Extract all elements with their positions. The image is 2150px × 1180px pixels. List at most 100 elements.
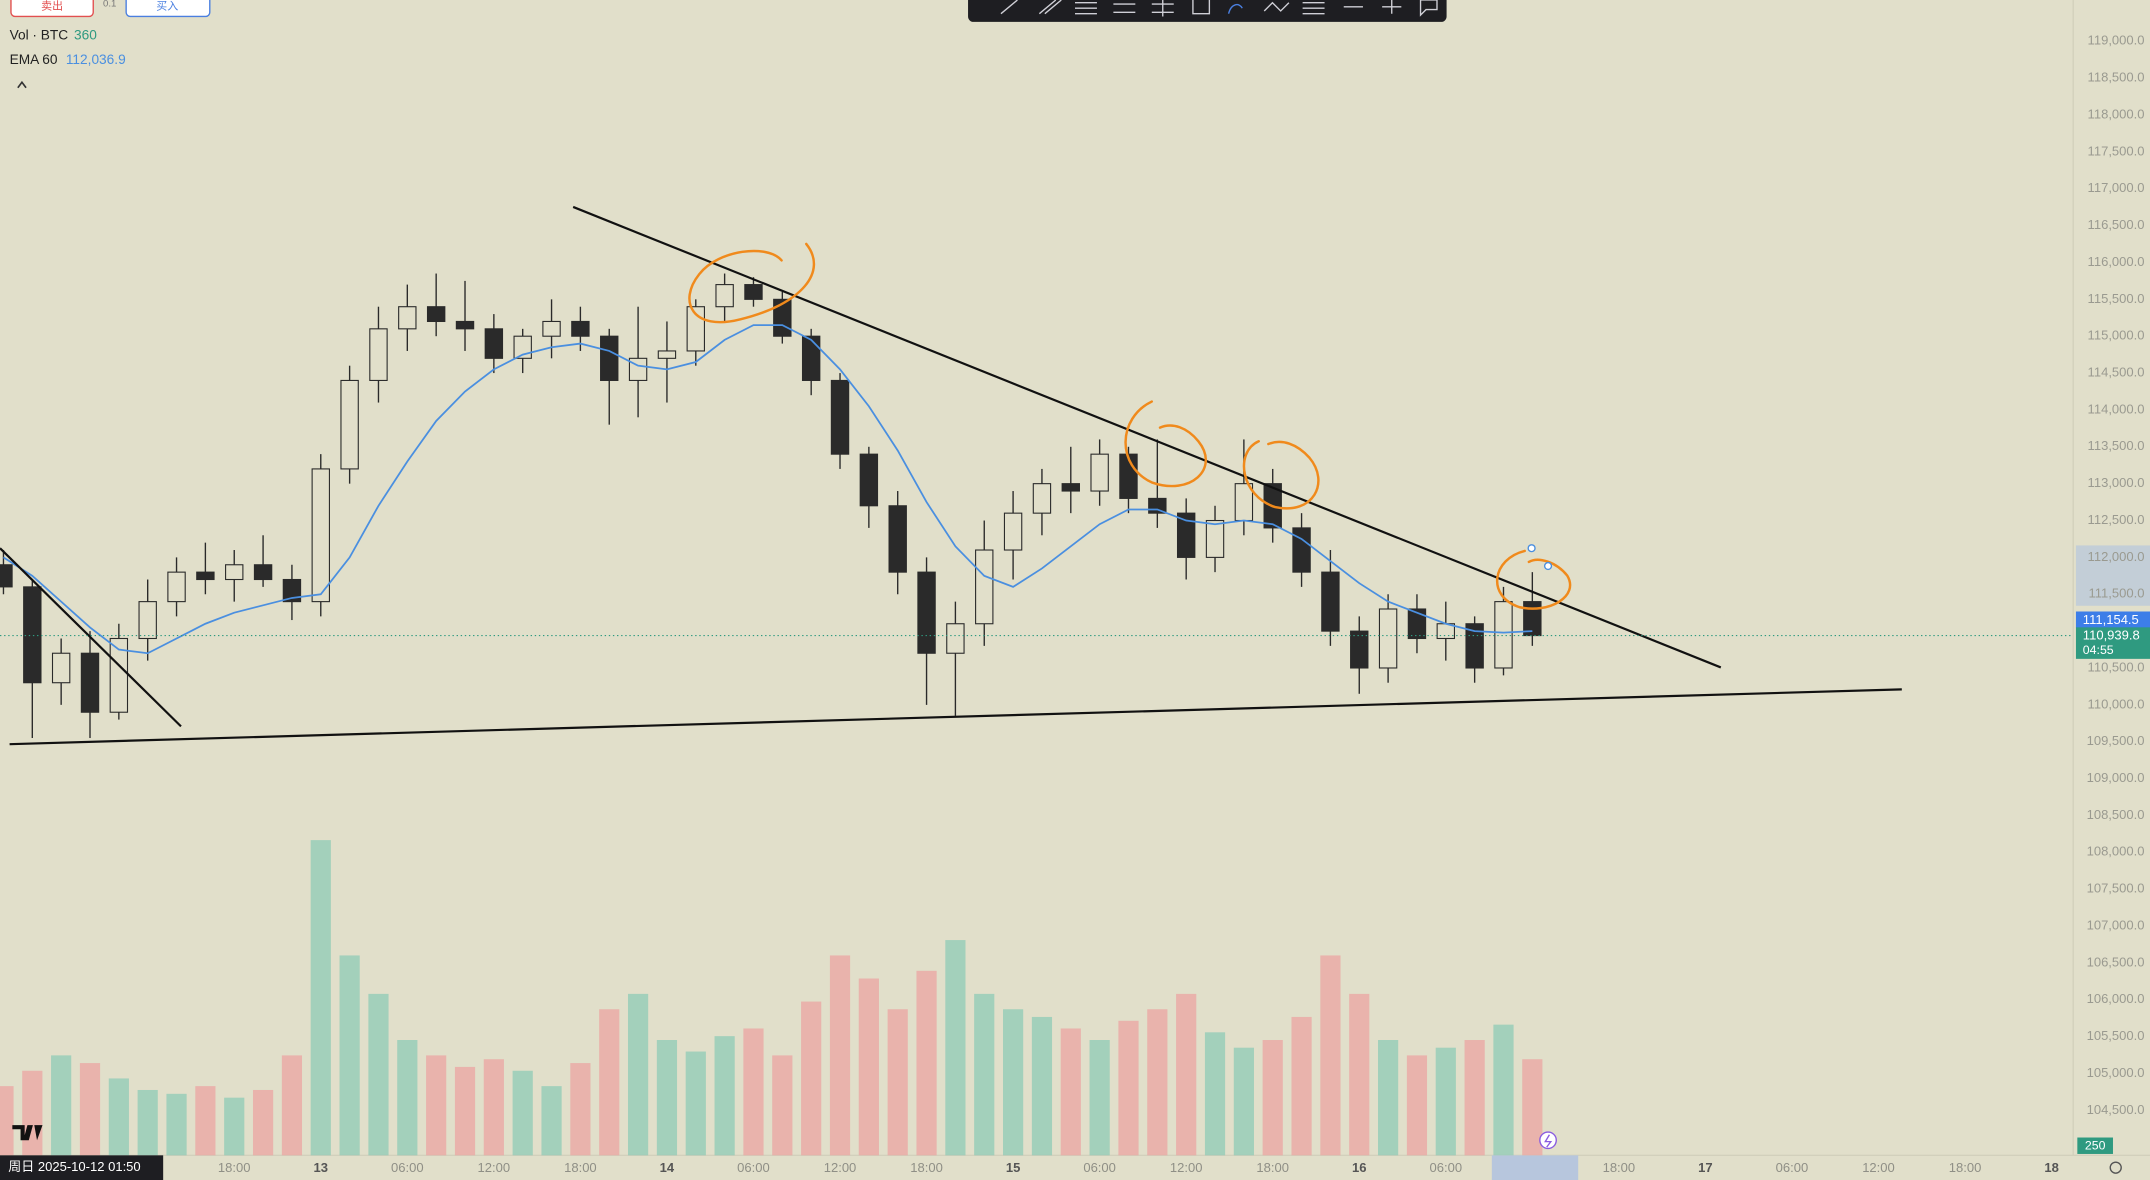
volume-bar [397, 1040, 418, 1156]
tool-icon[interactable] [1075, 2, 1097, 15]
volume-bar [310, 840, 331, 1156]
volume-bar [1031, 1016, 1053, 1156]
volume-bar [0, 1086, 14, 1156]
volume-bar [339, 955, 360, 1156]
candle-body [1523, 601, 1542, 637]
countdown: 04:55 [2083, 643, 2114, 657]
tool-icon[interactable] [1000, 0, 1018, 15]
candle-body [80, 652, 100, 713]
y-tick-label: 119,000.0 [2088, 33, 2145, 48]
candle-body [1350, 630, 1369, 669]
alert-glyph [1544, 1134, 1553, 1148]
x-tick-label: 12:00 [1862, 1160, 1895, 1175]
y-tick-label: 107,500.0 [2087, 881, 2145, 896]
volume-bar [195, 1086, 216, 1156]
tool-icon[interactable] [1151, 0, 1174, 17]
time-axis [0, 1155, 2150, 1180]
y-tick-label: 114,000.0 [2088, 401, 2145, 416]
y-tick-label: 110,000.0 [2088, 696, 2145, 711]
volume-tag-label: 250 [2085, 1139, 2106, 1153]
tool-icon[interactable] [1302, 2, 1325, 15]
x-tick-label: 12:00 [1170, 1160, 1203, 1175]
quantity[interactable]: 0.1 [103, 0, 116, 10]
tool-icon[interactable] [1382, 0, 1402, 14]
y-tick-label: 115,500.0 [2088, 291, 2145, 306]
crosshair-date-box [0, 1155, 164, 1180]
trendline [0, 547, 182, 728]
candle-body [801, 335, 821, 381]
candle-body [1003, 512, 1023, 551]
volume-pane [0, 840, 1543, 1156]
candle-body [282, 578, 302, 603]
candle-body [253, 564, 273, 581]
candle-body [311, 468, 330, 603]
volume-bar [743, 1028, 764, 1156]
tool-icon[interactable] [1113, 3, 1136, 14]
sell-button[interactable] [10, 0, 94, 18]
volume-bar [1204, 1032, 1226, 1156]
y-tick-label: 112,000.0 [2088, 549, 2145, 564]
tool-icon[interactable] [1227, 3, 1243, 14]
tool-icon[interactable] [1038, 0, 1062, 15]
alert-icon[interactable] [1539, 1131, 1557, 1150]
volume-bar [627, 993, 649, 1156]
x-tick-label: 18:00 [1256, 1160, 1289, 1175]
drawing-handle[interactable] [1543, 561, 1553, 571]
toolbar-bg [968, 0, 1447, 22]
y-tick-label: 109,500.0 [2087, 733, 2145, 748]
x-tick-label: 06:00 [1083, 1160, 1116, 1175]
x-tick-label: 06:00 [1430, 1160, 1463, 1175]
crosshair-price-highlight [2075, 545, 2150, 606]
drawing-handle[interactable] [1527, 544, 1536, 553]
y-tick-label: 109,000.0 [2087, 770, 2145, 785]
y-tick-label: 110,500.0 [2088, 659, 2145, 674]
collapse-button[interactable] [17, 80, 27, 89]
candle-body [946, 623, 965, 654]
candle-body [369, 328, 388, 381]
candle-body [1465, 623, 1484, 669]
volume-bar [916, 970, 937, 1156]
candle-body [0, 564, 13, 588]
candle-body [138, 601, 157, 640]
candle-body [1032, 483, 1052, 514]
volume-bar [1320, 955, 1341, 1156]
volume-bar [1493, 1024, 1514, 1156]
volume-bar [974, 993, 995, 1156]
x-tick-label: 18:00 [910, 1160, 943, 1175]
candle-body [830, 379, 850, 455]
x-tick-label: 12:00 [478, 1160, 511, 1175]
candle-body [917, 571, 936, 654]
y-tick-label: 112,500.0 [2088, 512, 2145, 527]
x-tick-label: 15 [1006, 1160, 1020, 1175]
buy-button[interactable] [125, 0, 211, 18]
volume-bar [79, 1063, 101, 1156]
y-tick-label: 106,000.0 [2087, 991, 2145, 1006]
tool-icon[interactable] [1192, 0, 1211, 15]
volume-bar [1349, 993, 1370, 1156]
candle-body [225, 564, 244, 581]
volume-bar [1406, 1055, 1428, 1156]
candle-body [1090, 453, 1109, 492]
y-tick-label: 116,500.0 [2088, 217, 2145, 232]
sell-label[interactable]: 卖出 [41, 0, 63, 13]
y-tick-label: 115,000.0 [2088, 328, 2145, 343]
crosshair-time-highlight [1491, 1155, 1579, 1180]
tool-icon[interactable] [1263, 1, 1290, 12]
volume-bar [541, 1086, 562, 1156]
candle-body [715, 284, 734, 308]
tool-icon[interactable] [1419, 0, 1438, 17]
settings-icon[interactable] [2109, 1161, 2122, 1174]
volume-bar [51, 1055, 72, 1156]
volume-bar [1378, 1040, 1399, 1156]
candle-body [167, 571, 186, 603]
candle-body [484, 328, 504, 359]
volume-bar [656, 1040, 678, 1156]
candle-body [1321, 571, 1340, 632]
x-tick-label: 18:00 [1949, 1160, 1982, 1175]
buy-label[interactable]: 买入 [156, 0, 178, 13]
y-tick-label: 104,500.0 [2087, 1102, 2145, 1117]
trendline [9, 688, 1902, 746]
candle-body [1494, 601, 1513, 669]
volume-bar [1291, 1016, 1312, 1156]
